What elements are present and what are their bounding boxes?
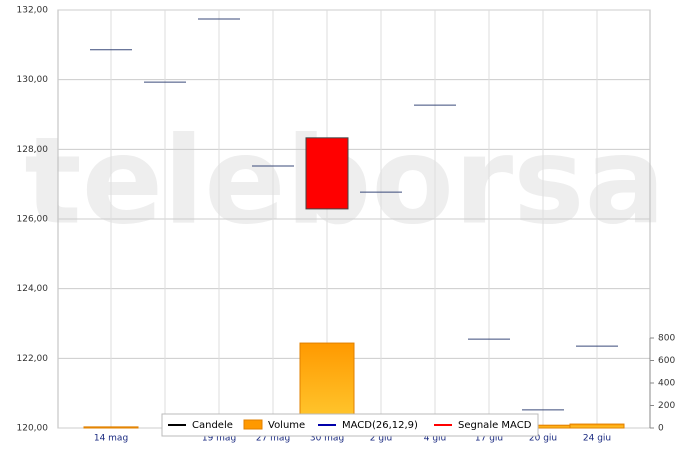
x-tick-label: 14 mag — [94, 434, 128, 444]
y2-tick-label: 200 — [658, 401, 675, 411]
volume-bar — [83, 426, 139, 429]
legend-label: MACD(26,12,9) — [342, 420, 418, 431]
legend-label: Candele — [192, 420, 233, 431]
y-tick-label: 122,00 — [17, 354, 49, 364]
y2-tick-label: 600 — [658, 356, 675, 366]
y2-tick-label: 400 — [658, 379, 675, 389]
volume-bar — [569, 423, 625, 429]
y-tick-label: 126,00 — [17, 215, 49, 225]
legend-swatch — [243, 419, 263, 430]
candle — [305, 137, 349, 210]
y-tick-label: 130,00 — [17, 75, 49, 85]
legend-label: Volume — [268, 420, 305, 431]
x-tick-label: 24 giu — [583, 434, 611, 444]
y2-tick-label: 800 — [658, 334, 675, 344]
legend-label: Segnale MACD — [458, 420, 532, 431]
x-tick-label: 27 mag — [256, 434, 290, 444]
x-tick-label: 20 giu — [529, 434, 557, 444]
y-tick-label: 120,00 — [17, 424, 49, 434]
x-tick-label: 19 mag — [202, 434, 236, 444]
x-tick-label: 30 mag — [310, 434, 344, 444]
y-tick-label: 132,00 — [17, 6, 49, 16]
y-tick-label: 128,00 — [17, 145, 49, 155]
y-tick-label: 124,00 — [17, 284, 49, 294]
y2-tick-label: 0 — [658, 424, 664, 434]
x-tick-label: 17 giu — [475, 434, 503, 444]
x-tick-label: 4 giu — [424, 434, 447, 444]
x-tick-label: 2 giu — [370, 434, 393, 444]
